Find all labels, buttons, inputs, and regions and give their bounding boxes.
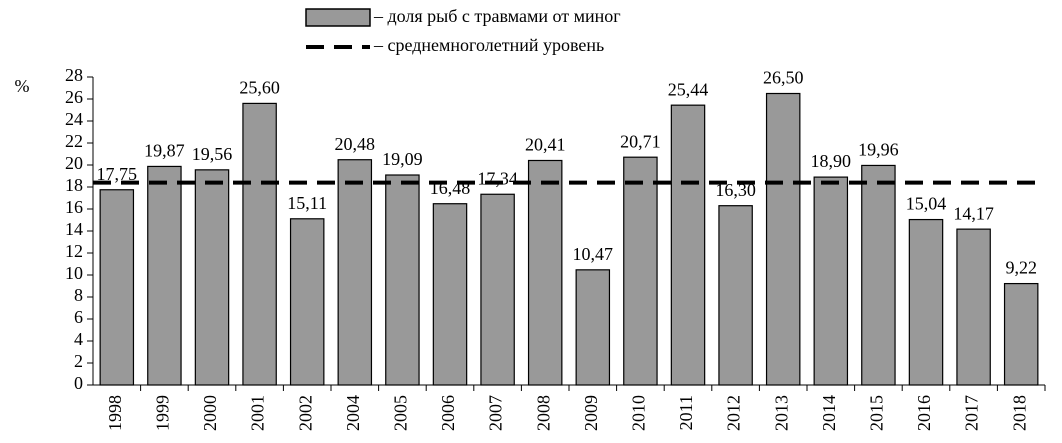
x-tick-label: 2017: [962, 395, 982, 431]
value-label: 19,96: [858, 140, 899, 160]
x-tick-label: 2018: [1009, 395, 1029, 431]
value-label: 17,34: [477, 168, 518, 188]
bar: [908, 218, 944, 386]
bar: [147, 165, 182, 386]
bar: [1003, 282, 1039, 386]
value-label: 14,17: [953, 203, 994, 223]
bar: [480, 193, 515, 386]
y-tick-label: 6: [74, 307, 83, 327]
bar: [861, 164, 896, 386]
x-tick-label: 2012: [724, 395, 744, 431]
x-tick-label: 2001: [248, 395, 268, 431]
value-label: 16,30: [715, 180, 756, 200]
bar: [337, 159, 373, 386]
x-tick-label: 2010: [629, 395, 649, 431]
y-tick-label: 2: [74, 351, 83, 371]
y-tick-label: 14: [65, 219, 83, 239]
value-label: 10,47: [573, 244, 614, 264]
bar: [956, 228, 991, 386]
x-tick-label: 2015: [867, 395, 887, 431]
y-tick-label: 10: [65, 263, 83, 283]
x-tick-label: 2011: [676, 395, 696, 430]
bar: [765, 92, 801, 386]
y-tick-label: 18: [65, 175, 83, 195]
value-label: 19,09: [382, 149, 423, 169]
bar: [623, 156, 658, 386]
value-label: 15,11: [287, 193, 327, 213]
y-tick-label: 26: [65, 87, 83, 107]
value-label: 25,60: [239, 78, 280, 98]
bar: [527, 159, 563, 386]
y-tick-label: 28: [65, 65, 83, 85]
x-tick-label: 2013: [771, 395, 791, 431]
bar: [813, 176, 849, 386]
x-tick-label: 2007: [486, 395, 506, 431]
value-label: 20,71: [620, 131, 661, 151]
bar: [670, 104, 706, 386]
x-tick-label: 2002: [295, 395, 315, 431]
legend-label: – среднемноголетний уровень: [373, 35, 604, 55]
legend-swatch: [305, 8, 371, 27]
value-label: 20,41: [525, 135, 566, 155]
value-label: 19,56: [192, 144, 233, 164]
value-label: 26,50: [763, 68, 804, 88]
value-label: 17,75: [97, 164, 138, 184]
value-label: 18,90: [811, 151, 852, 171]
bar: [194, 169, 230, 386]
bar: [385, 174, 420, 386]
y-tick-label: 24: [65, 109, 83, 129]
y-tick-label: 20: [65, 153, 83, 173]
x-tick-label: 2005: [391, 395, 411, 431]
x-tick-label: 2008: [533, 395, 553, 431]
value-label: 20,48: [335, 134, 376, 154]
bar: [718, 205, 753, 386]
x-tick-label: 1998: [105, 395, 125, 431]
x-tick-label: 2006: [438, 395, 458, 431]
value-label: 25,44: [668, 79, 709, 99]
y-tick-label: 12: [65, 241, 83, 261]
y-axis-label: %: [15, 76, 30, 96]
legend-label: – доля рыб с травмами от миног: [373, 6, 621, 26]
y-tick-label: 22: [65, 131, 83, 151]
value-label: 9,22: [1005, 258, 1037, 278]
bar: [432, 203, 468, 386]
x-tick-label: 2000: [200, 395, 220, 431]
y-tick-label: 4: [74, 329, 83, 349]
bar: [242, 102, 277, 386]
value-label: 19,87: [144, 141, 185, 161]
y-tick-label: 16: [65, 197, 83, 217]
bar: [289, 218, 325, 386]
x-tick-label: 2014: [819, 395, 839, 431]
y-tick-label: 8: [74, 285, 83, 305]
x-tick-label: 2016: [914, 395, 934, 431]
value-label: 15,04: [906, 194, 947, 214]
x-tick-label: 2009: [581, 395, 601, 431]
x-tick-label: 1999: [153, 395, 173, 431]
y-tick-label: 0: [74, 373, 83, 393]
x-tick-label: 2004: [343, 395, 363, 431]
bar: [99, 189, 135, 386]
bar: [575, 269, 611, 386]
